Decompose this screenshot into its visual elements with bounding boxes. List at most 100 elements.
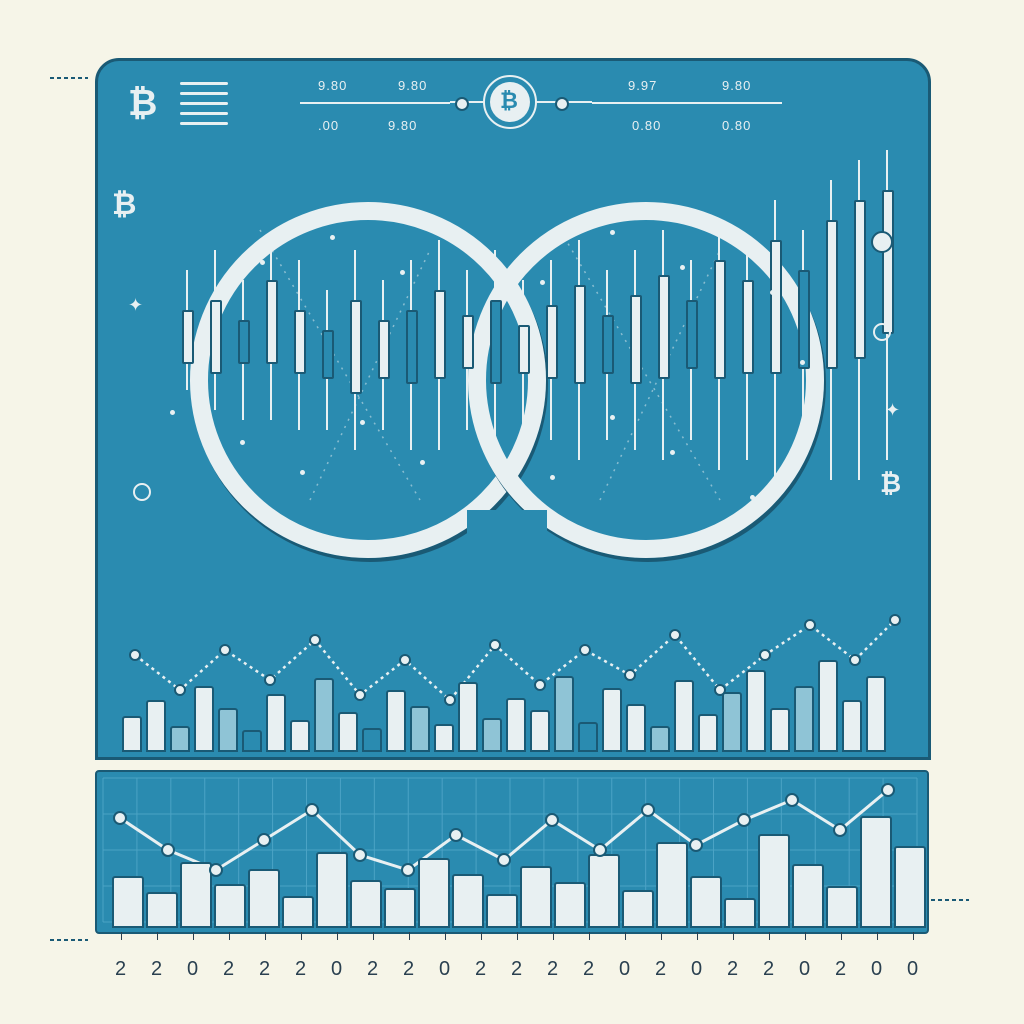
axis-tick-16 [697,932,698,940]
mid-line-dot-13 [714,684,726,696]
candle-body-13 [546,305,558,379]
mid-bar-6 [266,694,286,752]
axis-label-4: 2 [259,958,270,981]
bitcoin-badge-icon: ₿ [500,88,518,114]
candle-body-5 [322,330,334,379]
bitcoin-icon-1: ₿ [112,188,136,222]
scatter-dot-0 [240,440,245,445]
candle-body-1 [210,300,222,374]
bottom-line-dot-8 [497,853,511,867]
bottom-line-dot-4 [305,803,319,817]
bottom-bar-1 [146,892,178,928]
axis-label-10: 2 [475,958,486,981]
axis-tick-8 [409,932,410,940]
mid-line-dot-9 [534,679,546,691]
mid-line-dot-8 [489,639,501,651]
candle-body-25 [882,190,894,334]
deco-circle-3 [455,97,469,111]
scatter-dot-2 [360,420,365,425]
axis-label-0: 2 [115,958,126,981]
bottom-bar-23 [894,846,926,928]
candle-body-7 [378,320,390,379]
mid-bar-12 [410,706,430,752]
bottom-line-dot-7 [449,828,463,842]
axis-tick-12 [553,932,554,940]
axis-tick-6 [337,932,338,940]
scatter-dot-13 [610,230,615,235]
header-hbar-1 [180,92,228,95]
bottom-line-dot-3 [257,833,271,847]
mid-bar-15 [482,718,502,752]
mid-bar-18 [554,676,574,752]
scatter-dot-15 [750,495,755,500]
candle-body-9 [434,290,446,379]
scatter-dot-11 [470,245,475,250]
header-line-left [300,102,450,104]
mid-line-dot-4 [309,634,321,646]
mid-line-dot-11 [624,669,636,681]
header-hbar-2 [180,102,228,105]
axis-tick-19 [805,932,806,940]
mid-bar-2 [170,726,190,752]
candle-body-18 [686,300,698,369]
mid-bar-22 [650,726,670,752]
scatter-dot-4 [490,430,495,435]
mid-bar-5 [242,730,262,752]
axis-label-19: 0 [799,958,810,981]
mid-line-dot-15 [804,619,816,631]
mid-bar-0 [122,716,142,752]
bottom-bar-5 [282,896,314,928]
bottom-bar-10 [452,874,484,928]
header-value-2: .00 [318,118,339,133]
candle-body-0 [182,310,194,364]
mid-line-dot-12 [669,629,681,641]
bottom-bar-22 [860,816,892,928]
mid-line-dot-14 [759,649,771,661]
candle-body-16 [630,295,642,384]
header-value-3: 9.80 [388,118,417,133]
axis-label-14: 0 [619,958,630,981]
candle-body-3 [266,280,278,364]
axis-label-5: 2 [295,958,306,981]
mid-bar-26 [746,670,766,752]
axis-label-11: 2 [511,958,522,981]
axis-tick-22 [913,932,914,940]
scatter-dot-8 [260,260,265,265]
bottom-line-dot-10 [593,843,607,857]
bottom-bar-21 [826,886,858,928]
candle-body-11 [490,300,502,384]
candle-body-24 [854,200,866,359]
axis-label-8: 2 [403,958,414,981]
bottom-line-dot-6 [401,863,415,877]
axis-tick-21 [877,932,878,940]
scatter-dot-7 [670,450,675,455]
header-value-5: 9.80 [722,78,751,93]
header-hbar-3 [180,112,228,115]
scatter-dot-10 [400,270,405,275]
header-line-right [592,102,782,104]
bottom-line-dot-15 [833,823,847,837]
candle-body-2 [238,320,250,364]
axis-label-16: 0 [691,958,702,981]
mid-line-dot-2 [219,644,231,656]
bottom-bar-13 [554,882,586,928]
axis-tick-5 [301,932,302,940]
deco-circle-4 [555,97,569,111]
candle-body-22 [798,270,810,369]
axis-tick-20 [841,932,842,940]
bottom-bar-2 [180,862,212,928]
scatter-dot-3 [420,460,425,465]
mid-line-dot-7 [444,694,456,706]
candle-body-21 [770,240,782,374]
bottom-bar-14 [588,854,620,928]
bottom-bar-4 [248,869,280,928]
candle-body-8 [406,310,418,384]
sparkle-icon-1: ✦ [885,400,900,421]
bottom-line-dot-14 [785,793,799,807]
axis-tick-7 [373,932,374,940]
axis-label-22: 0 [907,958,918,981]
header-value-0: 9.80 [318,78,347,93]
scatter-dot-16 [200,380,205,385]
bottom-line-dot-0 [113,811,127,825]
bottom-bar-12 [520,866,552,928]
